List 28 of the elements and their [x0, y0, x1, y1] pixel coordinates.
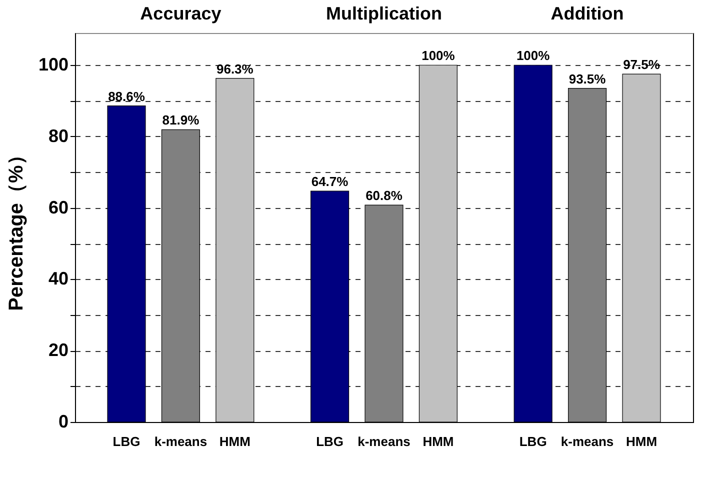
text: LBG	[519, 434, 547, 449]
data-label: 88.6%	[108, 88, 146, 104]
text: k-means	[560, 434, 614, 449]
x-tick-label: Multiplication	[326, 4, 442, 24]
data-label: 96.3%	[216, 61, 254, 76]
series-label: k-means	[358, 434, 410, 449]
y-axis-title: Percentage（%）	[5, 145, 28, 311]
text: HMM	[422, 434, 454, 449]
data-label: 100%	[422, 48, 456, 64]
data-label: 81.9%	[162, 112, 200, 128]
text: k-means	[154, 434, 208, 449]
y-tick-label: 80	[48, 126, 68, 146]
data-label: 60.8%	[366, 188, 403, 204]
y-tick-label: 60	[48, 197, 68, 218]
data-label: 93.5%	[568, 71, 606, 86]
data-label: 100%	[516, 48, 550, 64]
text: LBG	[316, 434, 344, 449]
series-label: LBG	[112, 434, 140, 449]
series-label: HMM	[219, 434, 250, 449]
y-tick-label: 20	[48, 340, 68, 360]
y-tick-label: 40	[48, 268, 68, 289]
data-label: 97.5%	[623, 57, 660, 72]
text: HMM	[626, 434, 658, 449]
data-label: 64.7%	[311, 174, 349, 190]
y-tick-label: 100	[38, 54, 68, 75]
x-tick-label: Accuracy	[140, 4, 222, 24]
x-tick-label: Addition	[550, 4, 624, 24]
y-tick-label: 0	[58, 412, 68, 432]
